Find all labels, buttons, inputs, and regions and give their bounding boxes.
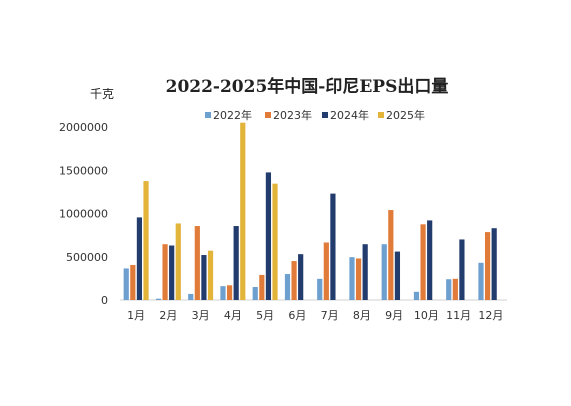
bar bbox=[362, 244, 368, 300]
bar bbox=[130, 264, 136, 300]
bar bbox=[252, 287, 258, 300]
bar bbox=[491, 228, 497, 300]
bar bbox=[240, 122, 246, 301]
bar bbox=[188, 293, 194, 300]
bar bbox=[323, 242, 329, 300]
bar bbox=[265, 172, 272, 300]
x-tick-label: 1月 bbox=[127, 309, 145, 322]
bar bbox=[420, 224, 426, 300]
bar bbox=[162, 244, 168, 300]
bar bbox=[446, 279, 452, 300]
bar bbox=[123, 268, 129, 300]
x-axis: 1月 2月 3月 4月 5月 6月 7月 8月 9月 10月 11月 12月 bbox=[127, 309, 503, 322]
y-tick-label: 0 bbox=[101, 294, 108, 307]
bar bbox=[388, 210, 394, 300]
y-tick-label: 500000 bbox=[66, 251, 108, 264]
bar bbox=[259, 274, 265, 300]
legend-swatch bbox=[205, 112, 211, 118]
y-unit-label: 千克 bbox=[90, 87, 114, 101]
bar bbox=[291, 261, 297, 300]
x-tick-label: 5月 bbox=[256, 309, 274, 322]
x-tick-label: 10月 bbox=[414, 309, 439, 322]
legend-label: 2024年 bbox=[330, 108, 369, 122]
chart-title: 2022-2025年中国-印尼EPS出口量 bbox=[166, 76, 449, 97]
bar bbox=[207, 250, 214, 300]
bar bbox=[298, 254, 304, 300]
bar bbox=[413, 291, 420, 300]
y-tick-label: 1500000 bbox=[59, 164, 108, 177]
y-tick-label: 2000000 bbox=[59, 121, 108, 134]
bar bbox=[272, 183, 278, 300]
legend-label: 2022年 bbox=[213, 108, 252, 122]
bar bbox=[155, 298, 162, 300]
legend-label: 2025年 bbox=[386, 108, 425, 122]
x-tick-label: 7月 bbox=[321, 309, 339, 322]
legend-swatch bbox=[322, 112, 328, 118]
bar bbox=[136, 217, 143, 300]
x-tick-label: 6月 bbox=[288, 309, 306, 322]
x-tick-label: 9月 bbox=[385, 309, 403, 322]
bar bbox=[220, 286, 226, 300]
bar bbox=[226, 285, 233, 300]
x-tick-label: 4月 bbox=[224, 309, 242, 322]
bar bbox=[169, 245, 175, 300]
legend-swatch bbox=[265, 112, 271, 118]
bars bbox=[123, 122, 497, 301]
bar bbox=[233, 226, 239, 300]
bar bbox=[201, 255, 207, 300]
bar bbox=[394, 251, 401, 300]
legend-label: 2023年 bbox=[273, 108, 312, 122]
x-tick-label: 3月 bbox=[192, 309, 210, 322]
y-tick-label: 1000000 bbox=[59, 208, 108, 221]
bar bbox=[317, 278, 323, 300]
bar bbox=[478, 262, 484, 300]
bar bbox=[355, 258, 362, 300]
bar bbox=[381, 244, 387, 300]
bar bbox=[194, 226, 200, 300]
y-axis: 0 500000 1000000 1500000 2000000 bbox=[59, 121, 108, 307]
x-tick-label: 2月 bbox=[159, 309, 177, 322]
x-tick-label: 12月 bbox=[478, 309, 503, 322]
bar bbox=[484, 232, 491, 300]
bar bbox=[459, 239, 465, 300]
bar bbox=[349, 257, 355, 300]
bar bbox=[452, 278, 458, 300]
bar bbox=[427, 220, 433, 300]
bar bbox=[175, 223, 181, 300]
x-tick-label: 8月 bbox=[353, 309, 371, 322]
bar bbox=[330, 193, 336, 300]
legend: 2022年 2023年 2024年 2025年 bbox=[205, 108, 425, 122]
bar bbox=[143, 181, 149, 300]
legend-swatch bbox=[378, 112, 384, 118]
bar bbox=[284, 274, 291, 300]
x-tick-label: 11月 bbox=[446, 309, 471, 322]
